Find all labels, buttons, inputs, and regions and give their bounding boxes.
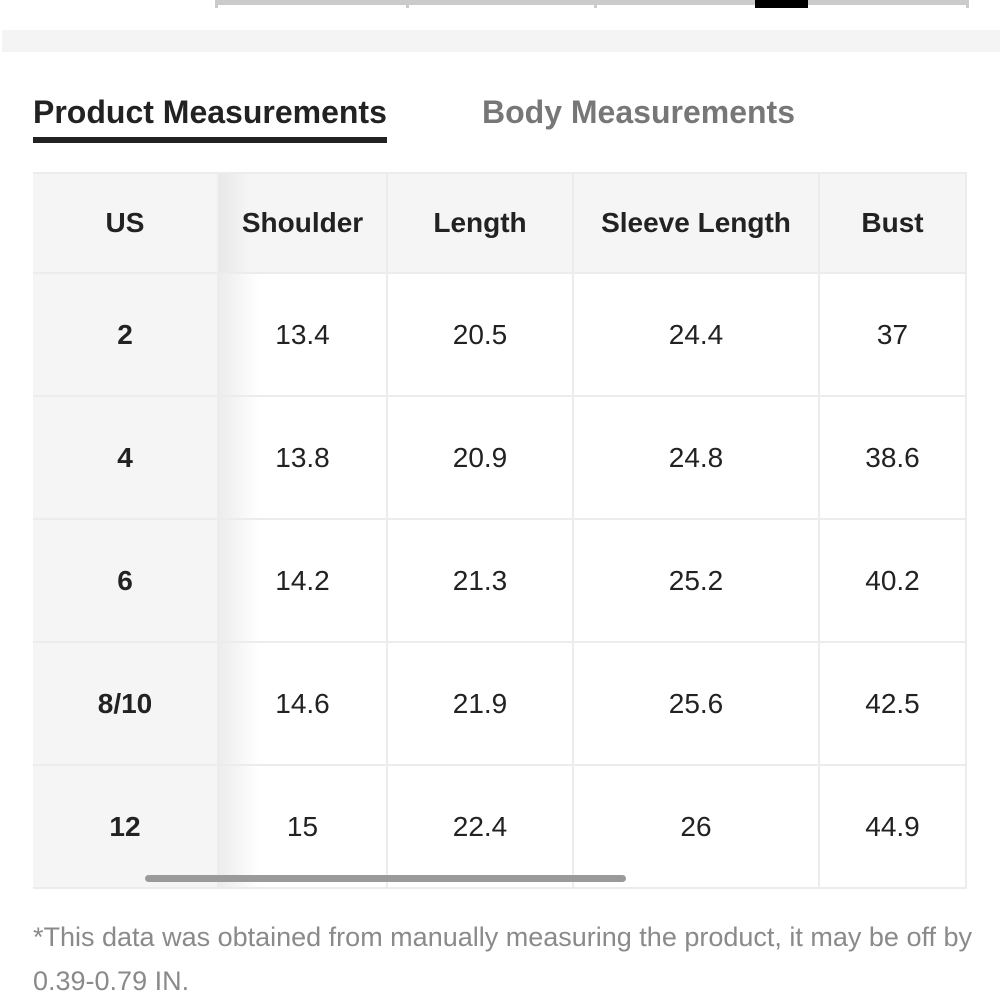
table-row: 2 13.4 20.5 24.4 37 [33,272,967,397]
table-header-row: US Shoulder Length Sleeve Length Bust [33,172,967,274]
header-us: US [33,172,219,274]
section-divider [2,30,1000,52]
indicator-tick [406,0,409,8]
header-bust: Bust [818,172,967,274]
table-row: 4 13.8 20.9 24.8 38.6 [33,395,967,520]
measurement-cell: 15 [217,764,388,889]
measurement-cell: 26 [572,764,820,889]
measurement-cell: 25.2 [572,518,820,643]
measurement-cell: 22.4 [386,764,574,889]
size-cell: 2 [33,272,219,397]
measurement-note: *This data was obtained from manually me… [33,922,972,996]
measurement-cell: 21.3 [386,518,574,643]
horizontal-scrollbar[interactable] [145,875,626,882]
measurement-cell: 24.4 [572,272,820,397]
header-length: Length [386,172,574,274]
indicator-tick [594,0,597,8]
indicator-active-segment [755,0,808,8]
measurement-cell: 13.8 [217,395,388,520]
measurement-cell: 21.9 [386,641,574,766]
table-row: 12 15 22.4 26 44.9 [33,764,967,889]
measurement-cell: 38.6 [818,395,967,520]
header-sleeve-length: Sleeve Length [572,172,820,274]
header-shoulder: Shoulder [217,172,388,274]
size-cell: 4 [33,395,219,520]
measurement-cell: 20.9 [386,395,574,520]
measurement-cell: 20.5 [386,272,574,397]
measurement-cell: 37 [818,272,967,397]
measurement-cell: 13.4 [217,272,388,397]
measurement-cell: 24.8 [572,395,820,520]
size-cell: 8/10 [33,641,219,766]
tab-body-measurements[interactable]: Body Measurements [482,94,795,130]
measurement-cell: 40.2 [818,518,967,643]
measurement-cell: 42.5 [818,641,967,766]
measurement-cell: 44.9 [818,764,967,889]
table-row: 8/10 14.6 21.9 25.6 42.5 [33,641,967,766]
tab-product-measurements[interactable]: Product Measurements [33,94,387,143]
measurement-cell: 14.2 [217,518,388,643]
table-row: 6 14.2 21.3 25.2 40.2 [33,518,967,643]
indicator-tick [966,0,969,8]
size-cell: 12 [33,764,219,889]
measurement-cell: 25.6 [572,641,820,766]
measurement-cell: 14.6 [217,641,388,766]
image-carousel-indicator[interactable] [215,0,969,5]
indicator-tick [215,0,218,8]
size-cell: 6 [33,518,219,643]
